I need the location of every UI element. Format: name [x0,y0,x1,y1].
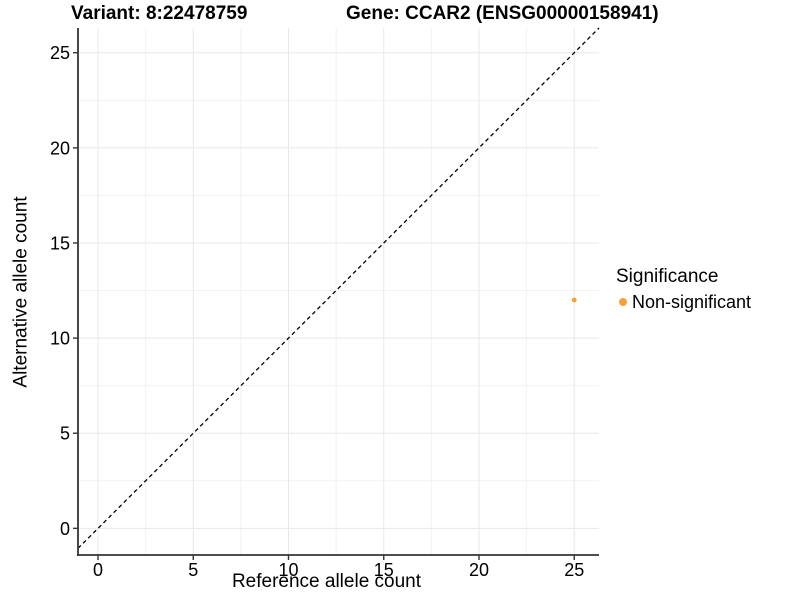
y-tick-label: 10 [50,329,70,349]
identity-dashed-line [77,27,600,549]
legend-item-label: Non-significant [632,292,752,312]
x-tick-label: 20 [469,560,489,580]
y-tick-label: 5 [60,424,70,444]
legend: Significance Non-significant [615,265,751,313]
x-tick-label: 10 [278,560,298,580]
y-tick-label: 25 [50,43,70,63]
x-axis-title: Reference allele count [231,571,422,592]
y-axis-title: Alternative allele count [10,196,32,388]
legend-title: Significance [616,266,719,287]
legend-point-icon [619,298,627,306]
x-tick-label: 25 [564,560,584,580]
gene-title: Gene: CCAR2 (ENSG00000158941) [346,3,659,24]
x-tick-label: 15 [374,560,394,580]
data-point [571,297,577,303]
x-tick-label: 5 [188,560,198,580]
legend-item-non-significant: Non-significant [615,291,751,313]
y-tick-label: 20 [50,138,70,158]
y-tick-label: 15 [50,233,70,253]
variant-title: Variant: 8:22478759 [71,3,248,24]
x-tick-label: 0 [93,560,103,580]
y-tick-label: 0 [60,519,70,539]
